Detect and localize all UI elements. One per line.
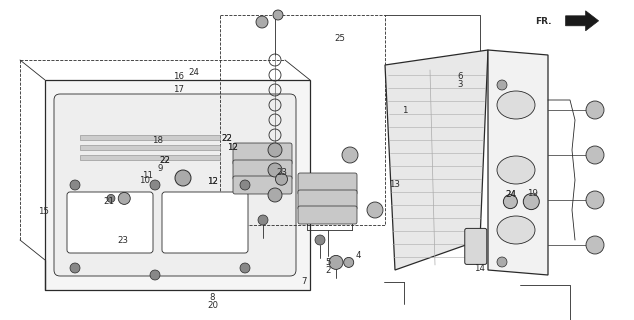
Text: 24: 24 bbox=[505, 190, 516, 199]
Text: 19: 19 bbox=[527, 189, 538, 198]
FancyBboxPatch shape bbox=[298, 206, 357, 224]
Text: 8: 8 bbox=[210, 293, 215, 302]
FancyBboxPatch shape bbox=[54, 94, 296, 276]
Text: 17: 17 bbox=[173, 85, 184, 94]
Ellipse shape bbox=[497, 216, 535, 244]
Circle shape bbox=[586, 236, 604, 254]
Text: 15: 15 bbox=[37, 207, 49, 216]
Text: 25: 25 bbox=[334, 34, 346, 43]
Polygon shape bbox=[488, 50, 548, 275]
Text: 2: 2 bbox=[326, 266, 331, 275]
Circle shape bbox=[342, 147, 358, 163]
Text: 24: 24 bbox=[505, 190, 516, 199]
Ellipse shape bbox=[497, 156, 535, 184]
Ellipse shape bbox=[497, 91, 535, 119]
FancyBboxPatch shape bbox=[233, 160, 292, 180]
Polygon shape bbox=[45, 80, 310, 290]
Circle shape bbox=[150, 180, 160, 190]
Circle shape bbox=[119, 192, 130, 204]
Text: 5: 5 bbox=[326, 258, 331, 267]
Text: 23: 23 bbox=[276, 168, 287, 177]
Circle shape bbox=[586, 191, 604, 209]
Text: 18: 18 bbox=[152, 136, 163, 145]
Circle shape bbox=[586, 146, 604, 164]
FancyBboxPatch shape bbox=[80, 155, 220, 160]
Circle shape bbox=[329, 255, 343, 269]
Text: 12: 12 bbox=[227, 143, 238, 152]
Text: 3: 3 bbox=[458, 80, 463, 89]
Circle shape bbox=[240, 180, 250, 190]
Circle shape bbox=[273, 10, 283, 20]
Text: 9: 9 bbox=[157, 164, 162, 173]
FancyBboxPatch shape bbox=[298, 173, 357, 195]
Text: 4: 4 bbox=[356, 252, 361, 260]
Circle shape bbox=[240, 263, 250, 273]
Circle shape bbox=[150, 270, 160, 280]
Circle shape bbox=[258, 215, 268, 225]
FancyBboxPatch shape bbox=[80, 135, 220, 140]
Text: 24: 24 bbox=[188, 68, 199, 76]
FancyBboxPatch shape bbox=[465, 228, 487, 264]
Text: 7: 7 bbox=[302, 277, 307, 286]
Text: 23: 23 bbox=[117, 236, 129, 244]
Text: 12: 12 bbox=[227, 143, 238, 152]
Circle shape bbox=[70, 180, 80, 190]
Circle shape bbox=[70, 263, 80, 273]
Text: 22: 22 bbox=[159, 156, 171, 165]
Circle shape bbox=[497, 257, 507, 267]
Circle shape bbox=[315, 235, 325, 245]
Text: 22: 22 bbox=[221, 134, 233, 143]
FancyBboxPatch shape bbox=[162, 192, 248, 253]
Circle shape bbox=[503, 195, 517, 209]
Text: 6: 6 bbox=[458, 72, 463, 81]
Text: FR.: FR. bbox=[535, 17, 552, 26]
Text: 20: 20 bbox=[207, 301, 218, 310]
Circle shape bbox=[268, 188, 282, 202]
Polygon shape bbox=[385, 50, 488, 270]
Circle shape bbox=[523, 194, 540, 210]
Text: 1: 1 bbox=[402, 106, 407, 115]
Text: 12: 12 bbox=[207, 177, 218, 186]
Text: 14: 14 bbox=[474, 264, 485, 273]
Text: 13: 13 bbox=[389, 180, 400, 188]
Circle shape bbox=[175, 170, 191, 186]
FancyBboxPatch shape bbox=[233, 176, 292, 194]
Text: 11: 11 bbox=[141, 171, 153, 180]
Text: 22: 22 bbox=[221, 134, 233, 143]
Text: 10: 10 bbox=[139, 176, 150, 185]
Polygon shape bbox=[566, 11, 598, 31]
FancyBboxPatch shape bbox=[233, 143, 292, 165]
Circle shape bbox=[268, 143, 282, 157]
FancyBboxPatch shape bbox=[298, 190, 357, 210]
Circle shape bbox=[107, 195, 115, 203]
Text: 16: 16 bbox=[173, 72, 184, 81]
Text: 21: 21 bbox=[103, 197, 115, 206]
Circle shape bbox=[268, 163, 282, 177]
Circle shape bbox=[586, 101, 604, 119]
Circle shape bbox=[367, 202, 383, 218]
Circle shape bbox=[276, 173, 287, 185]
Text: 22: 22 bbox=[159, 156, 171, 165]
FancyBboxPatch shape bbox=[67, 192, 153, 253]
Text: 12: 12 bbox=[207, 177, 218, 186]
Circle shape bbox=[497, 80, 507, 90]
Circle shape bbox=[344, 257, 354, 268]
Circle shape bbox=[256, 16, 268, 28]
FancyBboxPatch shape bbox=[80, 145, 220, 150]
